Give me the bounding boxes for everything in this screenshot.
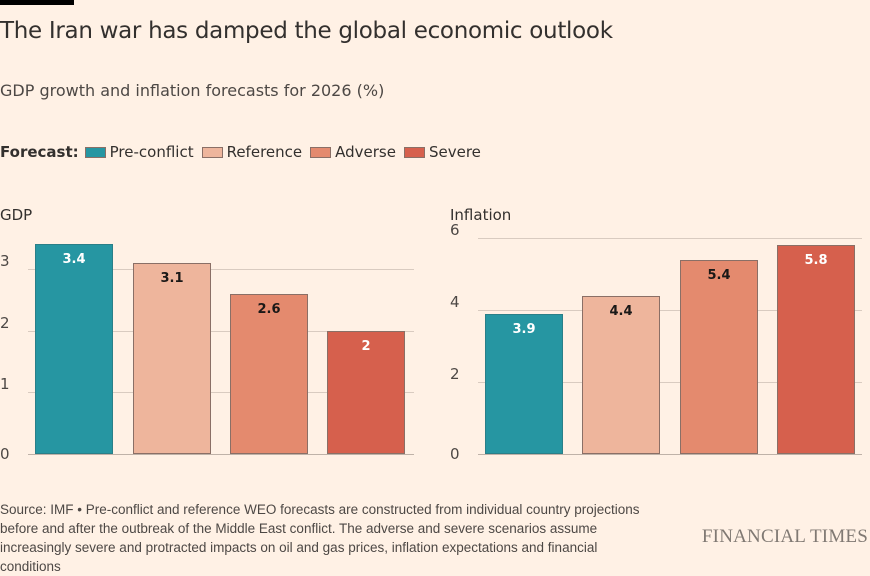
inflation-bar-severe (777, 245, 855, 454)
legend-label: Severe (428, 143, 481, 161)
gdp-bar-adverse (230, 293, 308, 454)
legend-item-severe: Severe (403, 143, 481, 161)
legend-item-pre-conflict: Pre-conflict (84, 143, 194, 161)
legend-title: Forecast: (0, 143, 79, 161)
gdp-gridline (28, 392, 414, 394)
ft-logo: FINANCIAL TIMES (701, 526, 868, 547)
legend-swatch (403, 146, 425, 158)
gdp-value-label: 3.4 (62, 252, 86, 268)
legend-swatch (84, 146, 106, 158)
gdp-gridline (28, 330, 414, 332)
gdp-bar-reference (133, 262, 211, 454)
legend-swatch (201, 146, 223, 158)
inflation-value-label: 3.9 (512, 321, 536, 337)
gdp-y-tick-label: 1 (0, 375, 10, 394)
inflation-y-tick-label: 4 (450, 293, 460, 311)
ft-top-bar (0, 0, 74, 5)
legend-label: Pre-conflict (109, 143, 194, 161)
inflation-bar-reference (582, 295, 660, 454)
gdp-value-label: 3.1 (160, 270, 184, 286)
source-note: Source: IMF • Pre-conflict and reference… (0, 502, 640, 574)
gdp-bar-pre-conflict (35, 244, 113, 454)
inflation-gridline (478, 382, 862, 383)
legend-swatch (310, 146, 332, 158)
legend-label: Adverse (335, 143, 396, 161)
inflation-y-tick-label: 2 (450, 365, 460, 383)
gdp-bar-severe (327, 330, 405, 454)
inflation-gridline (478, 454, 862, 455)
gdp-panel-title: GDP (0, 206, 33, 224)
inflation-value-label: 5.4 (707, 267, 731, 283)
inflation-y-tick-label: 6 (450, 221, 460, 239)
gdp-gridline (28, 268, 414, 270)
gdp-gridline (28, 454, 414, 455)
legend-item-adverse: Adverse (310, 143, 396, 161)
legend-label: Reference (226, 143, 303, 161)
chart-title: The Iran war has damped the global econo… (0, 18, 613, 44)
gdp-y-tick-label: 0 (0, 445, 10, 463)
inflation-gridline (478, 238, 862, 239)
inflation-value-label: 4.4 (609, 303, 633, 319)
gdp-value-label: 2.6 (257, 301, 281, 317)
inflation-panel-title: Inflation (450, 206, 512, 224)
gdp-value-label: 2 (361, 338, 371, 354)
inflation-y-tick-label: 0 (450, 445, 460, 463)
inflation-gridline (478, 310, 862, 311)
legend-item-reference: Reference (201, 143, 303, 161)
gdp-y-tick-label: 2 (0, 313, 10, 332)
legend: Forecast: Pre-conflict Reference Adverse… (0, 143, 489, 161)
inflation-bar-pre-conflict (485, 313, 563, 454)
inflation-value-label: 5.8 (804, 253, 828, 269)
gdp-y-tick-label: 3 (0, 251, 10, 270)
inflation-bar-adverse (680, 259, 758, 454)
chart-subtitle: GDP growth and inflation forecasts for 2… (0, 81, 385, 100)
